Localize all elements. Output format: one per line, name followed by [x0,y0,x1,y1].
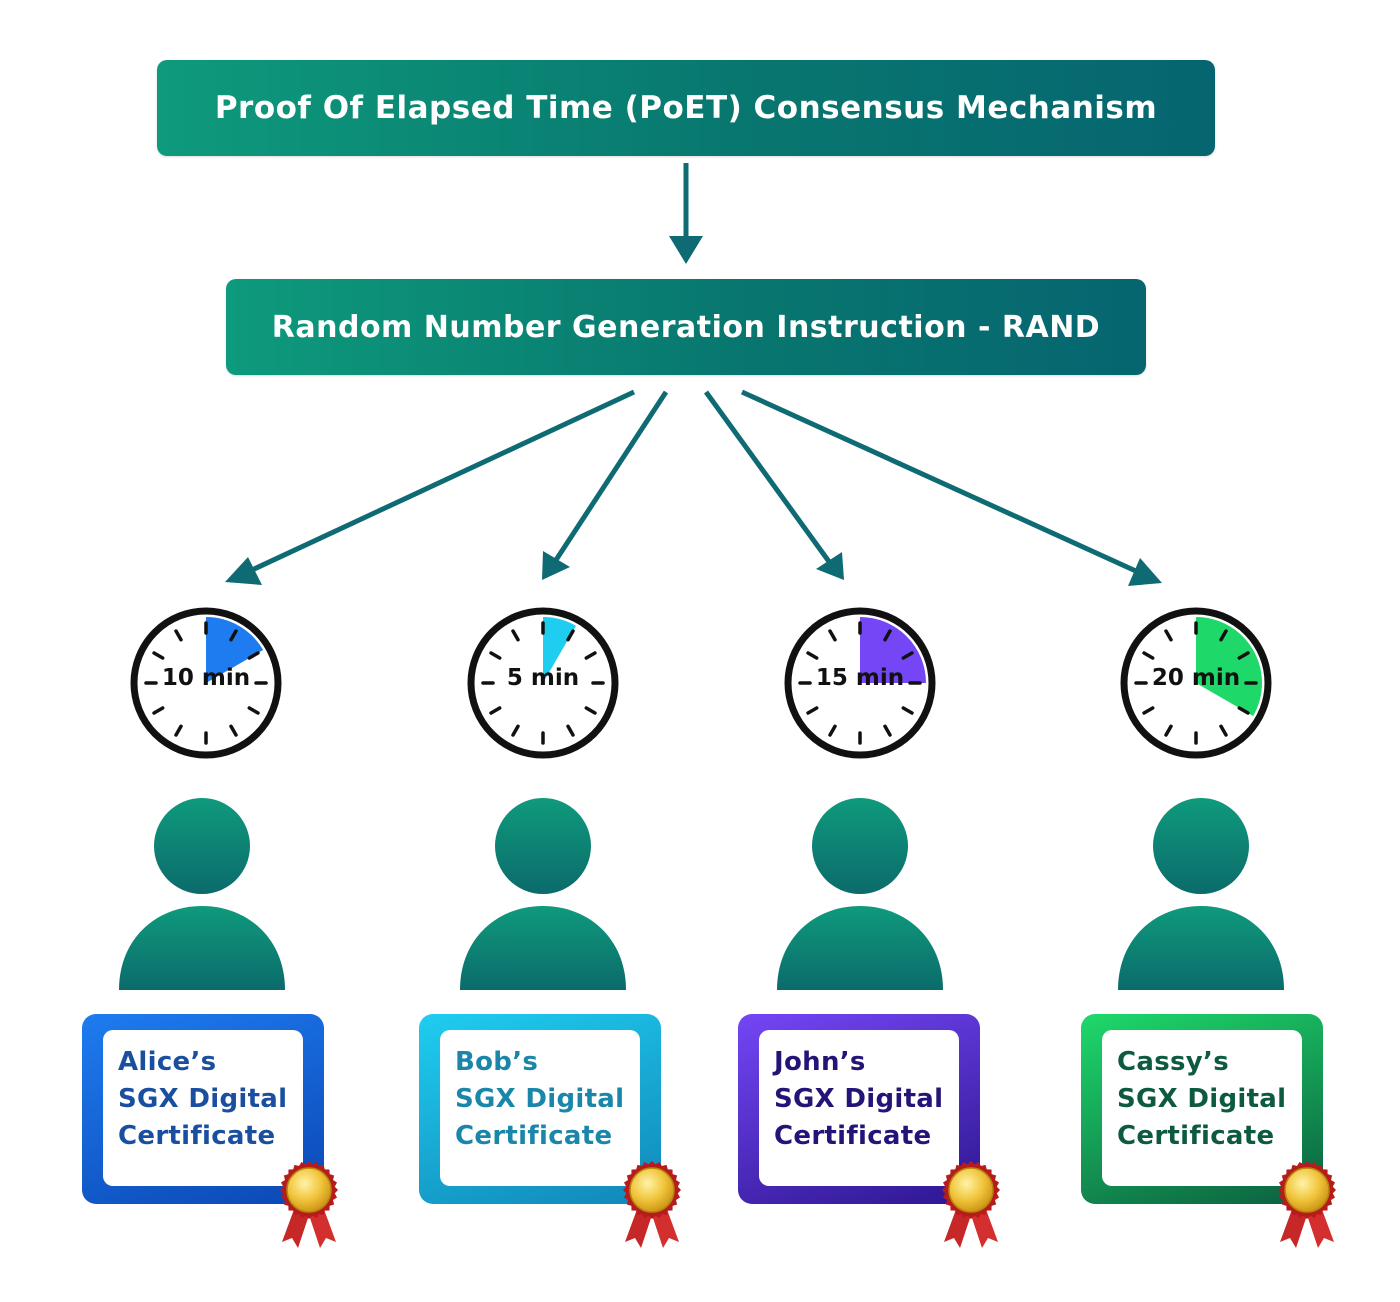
certificate-owner: John’s [774,1047,866,1077]
clock-tick [152,706,165,715]
certificate-owner: Cassy’s [1117,1047,1229,1077]
clock-tick [883,629,892,642]
certificate-owner: Alice’s [118,1047,217,1077]
user-avatar-icon [777,798,943,990]
certificate-line-sgx: SGX Digital [774,1084,944,1114]
certificate-owner: Bob’s [455,1047,539,1077]
stopwatch-icon [1120,607,1272,759]
wait-time-label: 5 min [506,665,580,691]
clock-tick [1237,706,1250,715]
clock-tick [828,629,837,642]
wait-time-label: 15 min [815,665,905,691]
poet-title-text: Proof Of Elapsed Time (PoET) Consensus M… [214,90,1158,126]
clock-tick [1219,724,1228,737]
clock-tick [901,706,914,715]
poet-title-banner: Proof Of Elapsed Time (PoET) Consensus M… [157,60,1215,156]
certificate-body: Cassy’s SGX Digital Certificate [1102,1030,1302,1186]
certificate-line-sgx: SGX Digital [1117,1084,1287,1114]
certificate-line-cert: Certificate [774,1121,932,1151]
award-seal-icon [942,1161,1000,1248]
certificate-line-cert: Certificate [1117,1121,1275,1151]
arrow-rand-to-bob [542,390,669,580]
clock-tick [489,706,502,715]
certificate-line-sgx: SGX Digital [118,1084,288,1114]
clock-tick [806,651,819,660]
clock-tick [1219,629,1228,642]
user-avatar-icon [119,798,285,990]
elapsed-time-sector [860,617,926,683]
clock-tick [584,651,597,660]
clock-tick [828,724,837,737]
clock-tick [584,706,597,715]
participant-john: 15 min John’s SGX Digital Certificate [738,603,1080,1263]
stopwatch-icon [467,607,619,759]
clock-tick [566,629,575,642]
participant-cassy: 20 min Cassy’s SGX Digital Certificate [1081,603,1400,1263]
clock-tick [152,651,165,660]
stopwatch-icon [784,607,936,759]
clock-tick [1142,651,1155,660]
certificate-card: John’s SGX Digital Certificate [738,1014,980,1204]
seal-medallion [1284,1167,1330,1213]
arrow-title-to-rand [669,163,703,264]
clock-tick [174,629,183,642]
certificate-line-sgx: SGX Digital [455,1084,625,1114]
stopwatch-icon [130,607,282,759]
rand-instruction-text: Random Number Generation Instruction - R… [271,309,1101,345]
elapsed-time-sector [543,617,576,683]
clock-tick [229,724,238,737]
clock-tick [174,724,183,737]
clock-tick [511,724,520,737]
seal-medallion [948,1167,994,1213]
participant-bob: 5 min Bob’s SGX Digital Certificate [419,603,763,1263]
certificate-body: Alice’s SGX Digital Certificate [103,1030,303,1186]
arrow-rand-to-cassy [740,389,1162,586]
award-seal-icon [623,1161,681,1248]
clock-tick [247,651,260,660]
clock-tick [511,629,520,642]
rand-instruction-banner: Random Number Generation Instruction - R… [226,279,1146,375]
clock-tick [247,706,260,715]
clock-tick [229,629,238,642]
clock-tick [883,724,892,737]
award-seal-icon [280,1161,338,1248]
certificate-card: Bob’s SGX Digital Certificate [419,1014,661,1204]
wait-time-label: 20 min [1151,665,1241,691]
certificate-card: Cassy’s SGX Digital Certificate [1081,1014,1323,1204]
certificate-line-cert: Certificate [455,1121,613,1151]
seal-medallion [629,1167,675,1213]
clock-tick [1237,651,1250,660]
clock-tick [1164,724,1173,737]
clock-tick [489,651,502,660]
elapsed-time-sector [1196,617,1263,716]
elapsed-time-sector [206,617,264,683]
arrow-rand-to-john [703,390,844,580]
certificate-body: Bob’s SGX Digital Certificate [440,1030,640,1186]
clock-tick [566,724,575,737]
certificate-line-cert: Certificate [118,1121,276,1151]
clock-tick [901,651,914,660]
user-avatar-icon [1118,798,1284,990]
arrow-rand-to-alice [225,389,636,585]
user-avatar-icon [460,798,626,990]
certificate-card: Alice’s SGX Digital Certificate [82,1014,324,1204]
award-seal-icon [1278,1161,1336,1248]
clock-tick [806,706,819,715]
seal-medallion [286,1167,332,1213]
certificate-body: John’s SGX Digital Certificate [759,1030,959,1186]
clock-tick [1164,629,1173,642]
wait-time-label: 10 min [161,665,251,691]
clock-tick [1142,706,1155,715]
participant-alice: 10 min Alice’s SGX Digital Certificate [82,603,426,1263]
